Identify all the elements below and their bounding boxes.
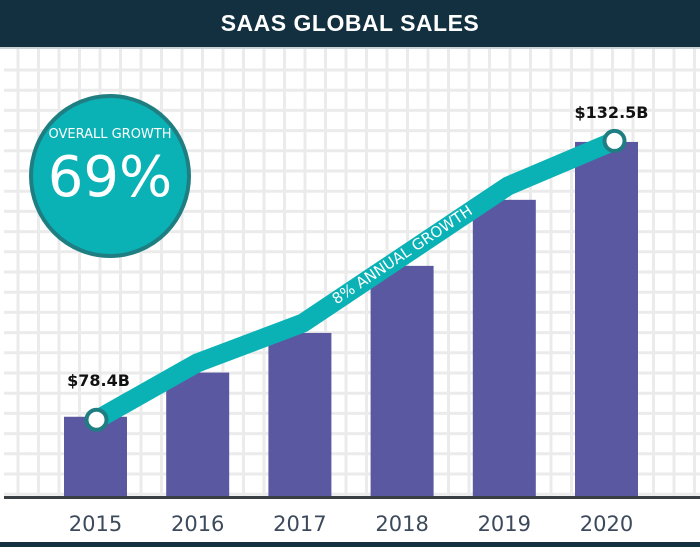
data-label-2020: $132.5B [575, 103, 649, 122]
x-tick-2015: 2015 [69, 512, 122, 536]
chart-title: SAAS GLOBAL SALES [220, 10, 480, 36]
end-point-marker [602, 128, 627, 153]
x-tick-labels: 2015 2016 2017 2018 2019 2020 [69, 512, 633, 536]
bar-2018 [370, 265, 434, 496]
x-tick-2019: 2019 [478, 512, 531, 536]
bar-2020 [575, 141, 638, 496]
bar-2017 [268, 332, 332, 496]
x-tick-2016: 2016 [171, 512, 224, 536]
bars [64, 141, 638, 496]
x-tick-2020: 2020 [580, 512, 633, 536]
x-tick-2017: 2017 [273, 512, 326, 536]
bar-2016 [166, 372, 230, 496]
footer-bar [0, 542, 700, 547]
callout-value: 69% [48, 145, 172, 210]
trend-path [91, 132, 619, 429]
title-bar: SAAS GLOBAL SALES [0, 0, 700, 49]
callout-circle [29, 94, 191, 258]
start-point-marker [84, 407, 109, 432]
data-label-2015: $78.4B [67, 371, 130, 390]
callout-label: OVERALL GROWTH [48, 127, 171, 142]
overall-growth-callout: OVERALL GROWTH 69% [29, 94, 191, 258]
bar-2019 [472, 199, 536, 496]
x-tick-2018: 2018 [375, 512, 428, 536]
data-labels: $78.4B $132.5B [67, 103, 648, 390]
